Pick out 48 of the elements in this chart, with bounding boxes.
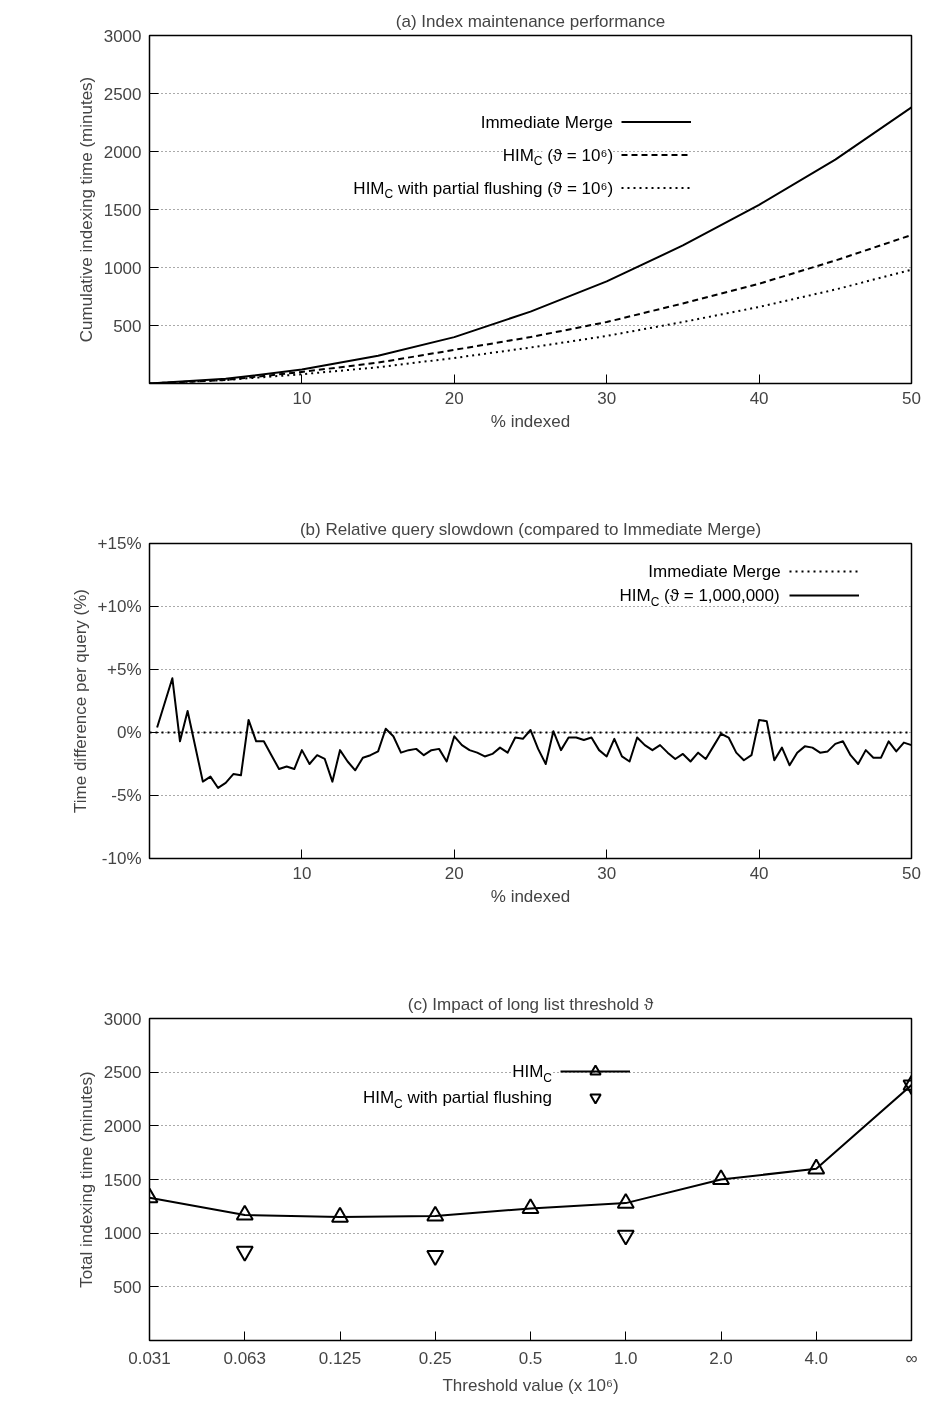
y-tick-label: 3000	[103, 26, 142, 46]
x-tick-label: 50	[902, 863, 921, 883]
y-tick-label: 2000	[103, 142, 142, 162]
y-axis-title: Cumulative indexing time (minutes)	[76, 76, 96, 343]
y-tick-label: +10%	[97, 597, 142, 616]
x-axis-title: % indexed	[490, 886, 571, 906]
y-tick-label: 500	[113, 316, 142, 336]
y-tick-label: +5%	[107, 660, 142, 679]
x-tick-label: 4.0	[804, 1348, 829, 1368]
y-tick-label: 500	[113, 1277, 142, 1297]
y-tick-label: 1500	[103, 1170, 142, 1190]
x-tick-label: 30	[597, 863, 617, 883]
x-tick-label: 10	[292, 388, 312, 408]
chart-title: (b) Relative query slowdown (compared to Immediate Merge)	[299, 519, 762, 539]
y-tick-label: -10%	[101, 849, 142, 868]
x-tick-label: 2.0	[709, 1348, 733, 1368]
x-tick-label: 50	[902, 388, 921, 408]
chart-title: (c) Impact of long list threshold ϑ	[407, 994, 654, 1014]
x-tick-label: 40	[749, 388, 769, 408]
x-tick-label: 0.5	[518, 1348, 543, 1368]
y-tick-label: 2500	[103, 1063, 142, 1083]
y-tick-label: 0%	[116, 723, 142, 742]
x-tick-label: 0.063	[223, 1348, 267, 1368]
x-tick-label: 10	[292, 863, 312, 883]
x-tick-label: 0.125	[318, 1348, 362, 1368]
legend-label: Immediate Merge	[648, 562, 781, 581]
x-axis-title: % indexed	[490, 411, 571, 431]
y-tick-label: 1500	[103, 200, 142, 220]
x-tick-label: 0.031	[128, 1348, 171, 1368]
chart-title: (a) Index maintenance performance	[395, 11, 666, 31]
legend-label: Immediate Merge	[480, 112, 613, 132]
y-tick-label: -5%	[111, 786, 142, 805]
y-tick-label: 2000	[103, 1116, 142, 1136]
y-tick-label: 1000	[103, 1224, 142, 1244]
y-tick-label: +15%	[97, 534, 142, 553]
x-axis-title: Threshold value (x 10⁶)	[442, 1375, 619, 1395]
x-tick-label: 40	[749, 863, 769, 883]
y-axis-title: Total indexing time (minutes)	[76, 1071, 96, 1288]
y-tick-label: 3000	[103, 1009, 142, 1029]
y-tick-label: 2500	[103, 84, 142, 104]
x-tick-label: 1.0	[613, 1348, 638, 1368]
y-tick-label: 1000	[103, 258, 142, 278]
x-tick-label: 0.25	[418, 1348, 452, 1368]
y-axis-title: Time difference per query (%)	[70, 589, 90, 813]
x-tick-label: 20	[444, 863, 464, 883]
x-tick-label: 30	[597, 388, 617, 408]
x-tick-label: 20	[444, 388, 464, 408]
x-tick-label: ∞	[905, 1348, 918, 1368]
